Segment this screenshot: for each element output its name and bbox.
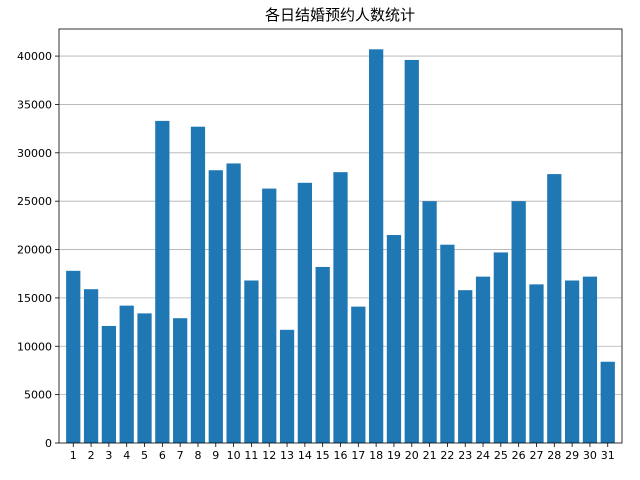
chart-title: 各日结婚预约人数统计	[265, 6, 415, 24]
bar	[511, 201, 526, 443]
x-tick-label: 13	[280, 449, 294, 462]
bar	[262, 188, 277, 443]
x-tick-label: 25	[494, 449, 508, 462]
y-tick-label: 10000	[17, 340, 52, 353]
bar	[351, 306, 366, 443]
x-tick-label: 18	[369, 449, 383, 462]
bar	[458, 290, 473, 443]
bar	[101, 325, 117, 443]
x-tick-label: 31	[601, 449, 615, 462]
bar	[440, 244, 455, 443]
x-axis: 1 2 3 4 5 6 7 8 9 10 11 12 13 14 15 16 17 18 19 20 21 22 23 24 2…	[70, 443, 615, 462]
bar	[386, 235, 402, 443]
bar	[493, 252, 508, 443]
bar	[244, 280, 259, 443]
plot-frame	[58, 28, 623, 444]
y-tick-label: 5000	[24, 389, 52, 402]
bar	[226, 163, 241, 443]
y-tick-label: 25000	[17, 195, 52, 208]
bar-series	[66, 49, 615, 444]
x-tick-label: 15	[316, 449, 330, 462]
y-tick-label: 30000	[17, 147, 52, 160]
x-tick-label: 19	[387, 449, 401, 462]
bar	[315, 266, 330, 443]
bar	[137, 313, 152, 443]
bar	[547, 174, 562, 444]
x-tick-label: 30	[583, 449, 597, 462]
x-tick-label: 28	[547, 449, 561, 462]
y-tick-label: 40000	[17, 50, 52, 63]
y-tick-label: 0	[45, 437, 52, 450]
x-tick-label: 14	[298, 449, 312, 462]
bar	[279, 329, 295, 443]
x-tick-label: 27	[529, 449, 543, 462]
x-tick-label: 2	[88, 449, 95, 462]
bar	[333, 172, 348, 443]
x-tick-label: 22	[440, 449, 454, 462]
x-tick-label: 16	[334, 449, 348, 462]
x-tick-label: 10	[227, 449, 241, 462]
bar	[422, 201, 437, 443]
bar	[173, 318, 188, 443]
x-tick-label: 3	[105, 449, 112, 462]
bar	[155, 120, 170, 444]
bar	[600, 361, 615, 443]
x-tick-label: 7	[177, 449, 184, 462]
bar	[529, 284, 544, 443]
x-tick-label: 21	[423, 449, 437, 462]
bar	[208, 170, 223, 443]
x-tick-label: 12	[262, 449, 276, 462]
x-tick-label: 11	[244, 449, 258, 462]
bar	[475, 276, 491, 443]
x-tick-label: 6	[159, 449, 166, 462]
bar	[564, 280, 580, 443]
x-tick-label: 20	[405, 449, 419, 462]
bar	[404, 59, 419, 443]
x-tick-label: 29	[565, 449, 579, 462]
y-tick-label: 35000	[17, 98, 52, 111]
bar	[119, 305, 134, 443]
x-tick-label: 8	[194, 449, 201, 462]
bar	[66, 270, 81, 443]
bar	[190, 126, 206, 443]
bar	[582, 276, 598, 443]
x-tick-label: 5	[141, 449, 148, 462]
y-tick-label: 15000	[17, 292, 52, 305]
x-tick-label: 23	[458, 449, 472, 462]
y-tick-label: 20000	[17, 244, 52, 257]
x-tick-label: 17	[351, 449, 365, 462]
x-tick-label: 9	[212, 449, 219, 462]
x-tick-label: 26	[512, 449, 526, 462]
bar	[83, 289, 99, 443]
x-tick-label: 24	[476, 449, 490, 462]
bar	[297, 182, 312, 443]
bar	[369, 49, 384, 444]
y-axis: 0 5000 10000 15000 20000 25000 30000 35000 40000	[17, 50, 59, 450]
x-tick-label: 1	[70, 449, 77, 462]
x-tick-label: 4	[123, 449, 130, 462]
